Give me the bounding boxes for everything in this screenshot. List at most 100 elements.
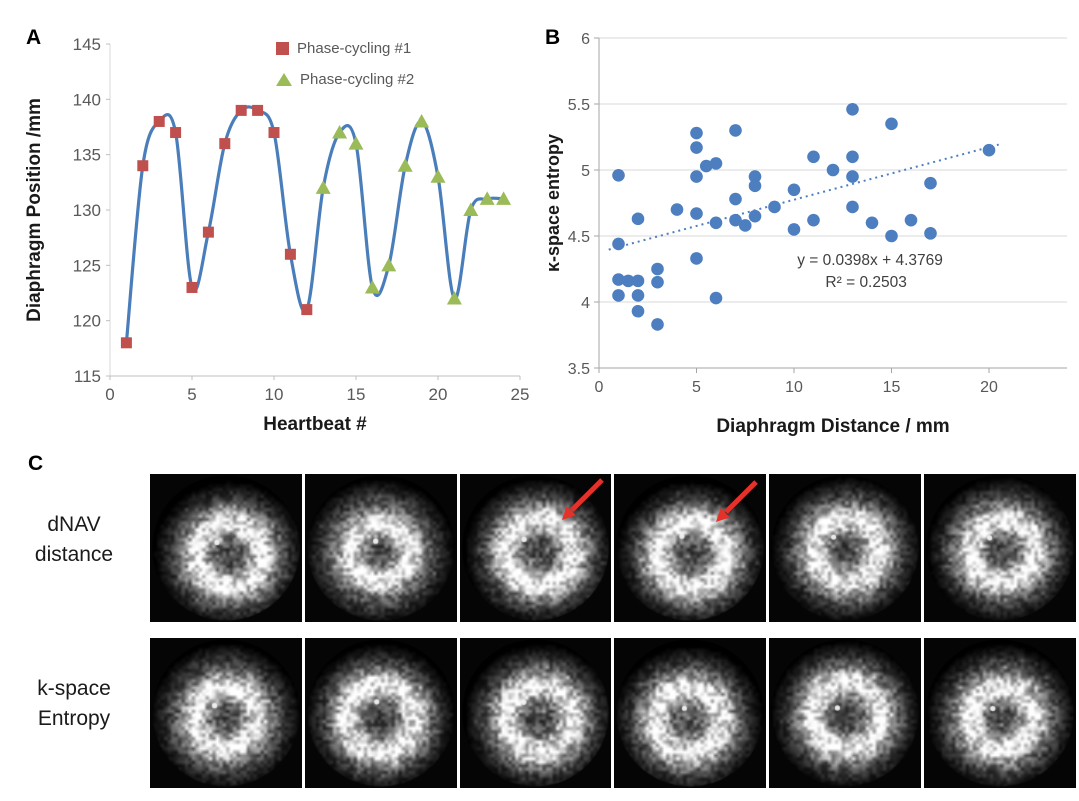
data-point-square bbox=[219, 138, 231, 150]
y-axis-title: Diaphragm Position /mm bbox=[24, 98, 45, 322]
row-label-kspace-entropy: k-space Entropy bbox=[37, 677, 111, 731]
trendline-r2: R² = 0.2503 bbox=[825, 274, 906, 291]
data-point-dot bbox=[787, 183, 801, 197]
data-point-dot bbox=[904, 213, 918, 227]
data-point-dot bbox=[670, 203, 684, 216]
data-point-dot bbox=[690, 207, 703, 220]
legend-marker-triangle-icon bbox=[276, 73, 292, 86]
data-point-square bbox=[170, 127, 182, 139]
y-tick-label: 130 bbox=[73, 201, 101, 220]
data-point-square bbox=[120, 337, 132, 349]
legend-marker-square-icon bbox=[276, 42, 289, 55]
y-tick-label: 140 bbox=[73, 90, 101, 109]
data-point-dot bbox=[885, 229, 898, 243]
data-point-dot bbox=[631, 289, 645, 302]
data-point-dot bbox=[729, 213, 742, 227]
data-point-dot bbox=[612, 289, 625, 302]
x-tick-label: 20 bbox=[429, 385, 448, 404]
mri-image bbox=[769, 474, 922, 622]
x-tick-label: 15 bbox=[883, 379, 901, 396]
data-point-dot bbox=[709, 157, 723, 170]
x-axis-title: Diaphragm Distance / mm bbox=[716, 416, 949, 437]
legend-item-phase-cycling-1: Phase-cycling #1 bbox=[276, 40, 414, 57]
data-point-dot bbox=[612, 237, 625, 251]
data-point-dot bbox=[690, 170, 703, 183]
data-point-dot bbox=[826, 163, 840, 177]
x-tick-label: 5 bbox=[692, 379, 701, 396]
legend-label-phase-cycling-2: Phase-cycling #2 bbox=[300, 71, 415, 88]
y-tick-label: 4.5 bbox=[568, 229, 590, 246]
data-point-dot bbox=[787, 223, 801, 236]
data-point-dot bbox=[690, 252, 703, 265]
data-point-dot bbox=[982, 143, 996, 157]
y-tick-label: 6 bbox=[581, 31, 590, 48]
y-tick-label: 125 bbox=[73, 256, 101, 275]
x-tick-label: 20 bbox=[980, 379, 998, 396]
data-point-dot bbox=[631, 304, 645, 318]
y-tick-label: 3.5 bbox=[568, 361, 590, 378]
y-tick-label: 5 bbox=[581, 163, 590, 180]
data-point-triangle bbox=[381, 257, 397, 272]
panel-c: C dNAV distance k-space Entropy bbox=[0, 448, 1079, 801]
data-point-dot bbox=[612, 168, 625, 182]
data-point-dot bbox=[846, 102, 859, 116]
data-point-triangle bbox=[479, 191, 495, 205]
data-point-square bbox=[284, 248, 296, 260]
data-point-square bbox=[235, 104, 247, 116]
mri-image bbox=[924, 638, 1076, 788]
mri-image bbox=[150, 638, 302, 788]
y-tick-label: 4 bbox=[581, 295, 590, 312]
x-tick-label: 0 bbox=[105, 385, 114, 404]
x-axis-title: Heartbeat # bbox=[263, 414, 367, 435]
data-point-square bbox=[186, 281, 198, 293]
data-point-dot bbox=[709, 291, 723, 305]
data-point-dot bbox=[738, 219, 752, 232]
y-axis-title: κ-space entropy bbox=[545, 134, 563, 272]
data-point-square bbox=[301, 304, 313, 316]
data-point-square bbox=[268, 127, 280, 139]
data-point-dot bbox=[924, 176, 937, 190]
data-point-dot bbox=[846, 170, 859, 183]
row-label-dnav-distance: dNAV distance bbox=[34, 513, 114, 567]
data-point-triangle bbox=[332, 125, 348, 139]
legend-label-phase-cycling-1: Phase-cycling #1 bbox=[297, 40, 412, 57]
data-point-dot bbox=[690, 126, 703, 140]
data-point-triangle bbox=[348, 136, 364, 150]
data-point-dot bbox=[846, 150, 859, 164]
mri-image bbox=[924, 474, 1076, 622]
red-arrow-icon bbox=[710, 478, 762, 528]
data-point-dot bbox=[924, 227, 937, 240]
data-point-dot bbox=[612, 273, 625, 286]
panel-a-label: A bbox=[26, 26, 42, 49]
panel-b-label: B bbox=[545, 26, 561, 49]
data-point-dot bbox=[768, 200, 781, 214]
panel-b: B 3.5 4 4.5 5 5.5 6 0 5 10 15 20 κ-space entropy Dia… bbox=[543, 8, 1075, 442]
panel-c-label: C bbox=[28, 452, 44, 475]
data-point-dot bbox=[807, 213, 820, 227]
data-point-dot bbox=[699, 159, 713, 173]
y-tick-label: 115 bbox=[74, 367, 101, 386]
x-tick-label: 15 bbox=[347, 385, 366, 404]
mri-row-dnav bbox=[150, 474, 1076, 622]
data-point-triangle bbox=[364, 279, 380, 294]
data-point-dot bbox=[885, 117, 898, 131]
data-point-triangle bbox=[397, 158, 413, 172]
y-tick-label: 135 bbox=[73, 146, 101, 165]
data-point-dot bbox=[748, 179, 762, 193]
data-point-dot bbox=[709, 216, 723, 230]
data-point-dot bbox=[621, 274, 635, 288]
panel-a: A 115 120 125 130 135 140 145 0 5 10 15 20 25 Diaphra… bbox=[18, 10, 538, 442]
panel-a-legend: Phase-cycling #1 Phase-cycling #2 bbox=[276, 40, 414, 88]
mri-image bbox=[304, 474, 457, 622]
data-point-triangle bbox=[463, 202, 479, 216]
legend-item-phase-cycling-2: Phase-cycling #2 bbox=[276, 71, 414, 88]
data-point-triangle bbox=[446, 291, 462, 305]
x-tick-label: 5 bbox=[187, 385, 196, 404]
trendline bbox=[608, 143, 1000, 251]
data-point-dot bbox=[846, 200, 859, 214]
data-point-square bbox=[252, 104, 264, 116]
data-point-triangle bbox=[315, 180, 331, 194]
data-point-square bbox=[202, 226, 214, 238]
trendline-equation: y = 0.0398x + 4.3769 bbox=[797, 252, 943, 269]
mri-image bbox=[769, 638, 922, 788]
